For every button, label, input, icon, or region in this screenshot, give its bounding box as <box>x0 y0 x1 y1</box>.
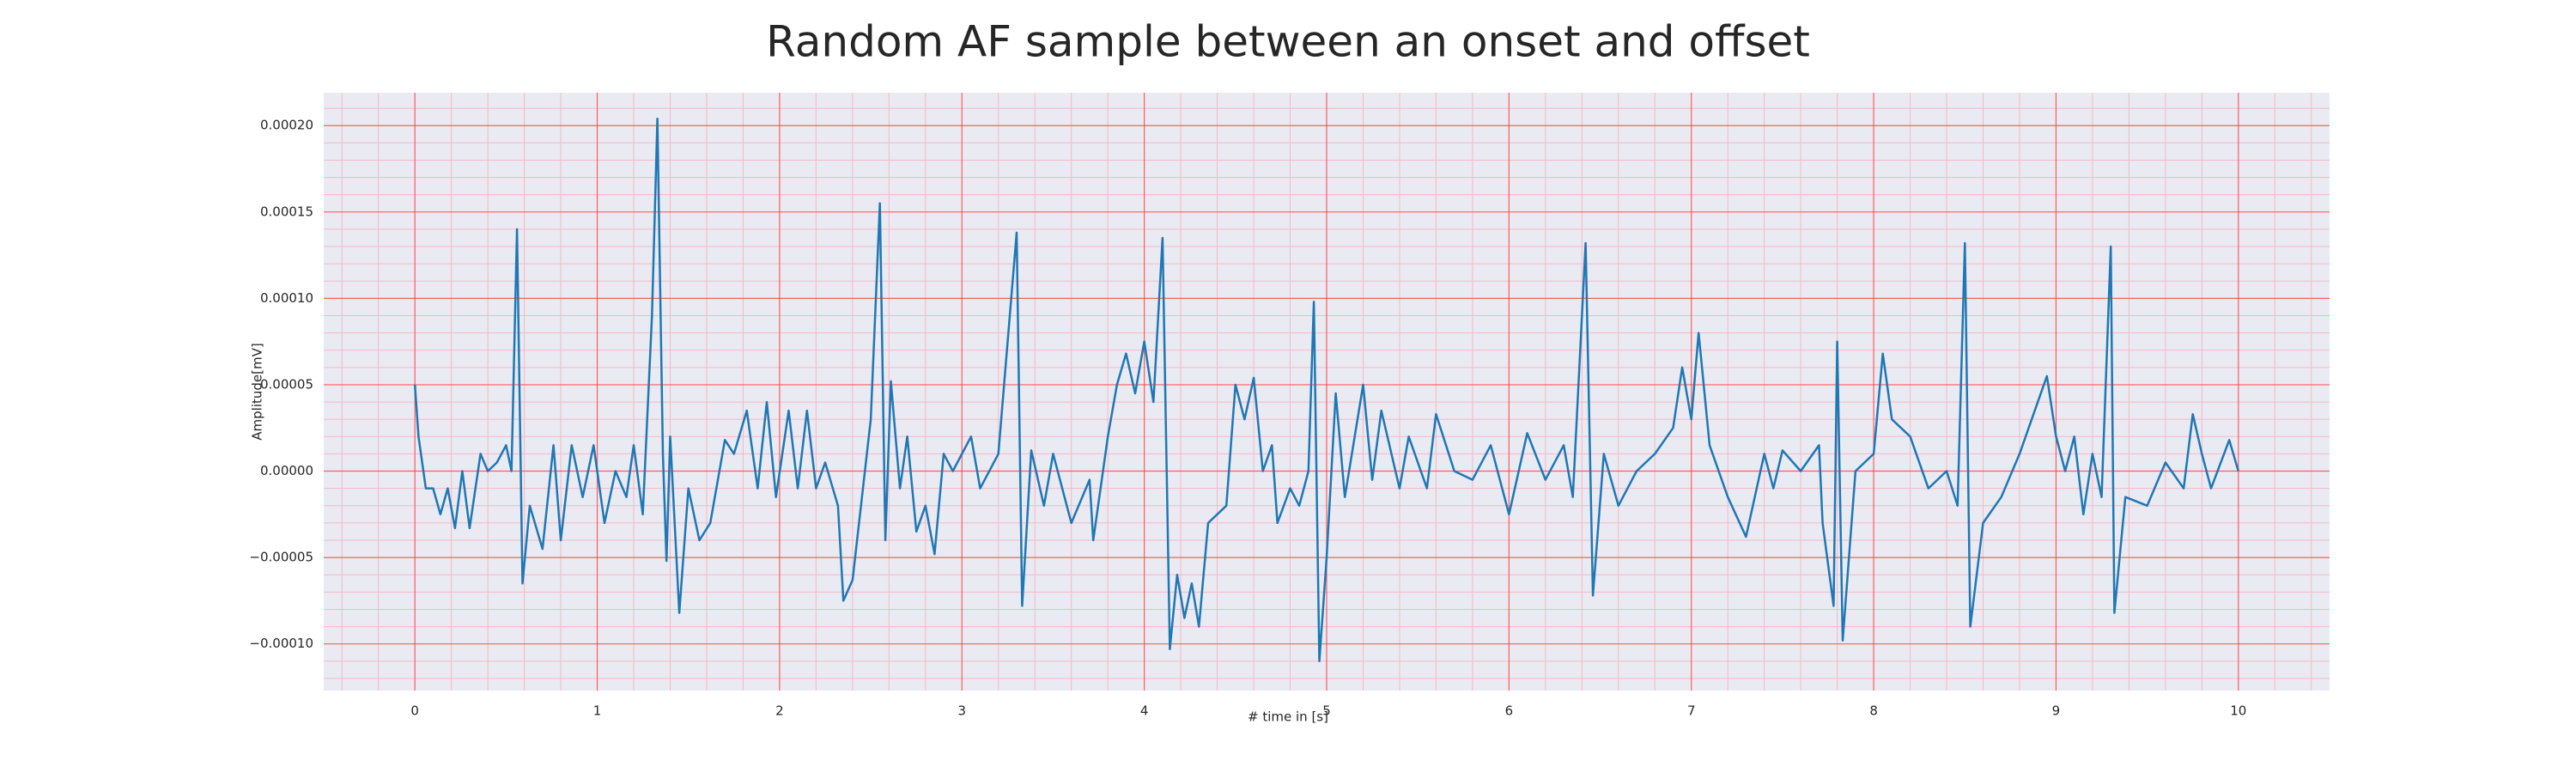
y-tick-label: 0.00000 <box>260 463 313 478</box>
x-tick-label: 10 <box>2230 703 2246 719</box>
y-tick-label: 0.00020 <box>260 118 313 133</box>
x-tick-label: 6 <box>1505 703 1514 719</box>
y-tick-label: −0.00010 <box>249 636 313 651</box>
y-tick-label: −0.00005 <box>249 550 313 565</box>
x-tick-label: 5 <box>1322 703 1331 719</box>
signal-line <box>413 117 2239 663</box>
x-tick-label: 1 <box>593 703 602 719</box>
x-tick-label: 0 <box>410 703 419 719</box>
y-tick-label: 0.00015 <box>260 204 313 219</box>
x-axis-label: # time in [s] <box>1248 709 1328 725</box>
x-tick-label: 4 <box>1140 703 1149 719</box>
x-tick-label: 8 <box>1869 703 1878 719</box>
y-tick-label: 0.00005 <box>260 376 313 392</box>
x-tick-label: 2 <box>775 703 784 719</box>
chart-title: Random AF sample between an onset and of… <box>766 17 1810 67</box>
y-tick-label: 0.00010 <box>260 290 313 306</box>
x-tick-label: 3 <box>957 703 966 719</box>
y-axis-label: Amplitude[mV] <box>250 343 265 440</box>
x-tick-label: 7 <box>1687 703 1696 719</box>
x-tick-label: 9 <box>2052 703 2061 719</box>
